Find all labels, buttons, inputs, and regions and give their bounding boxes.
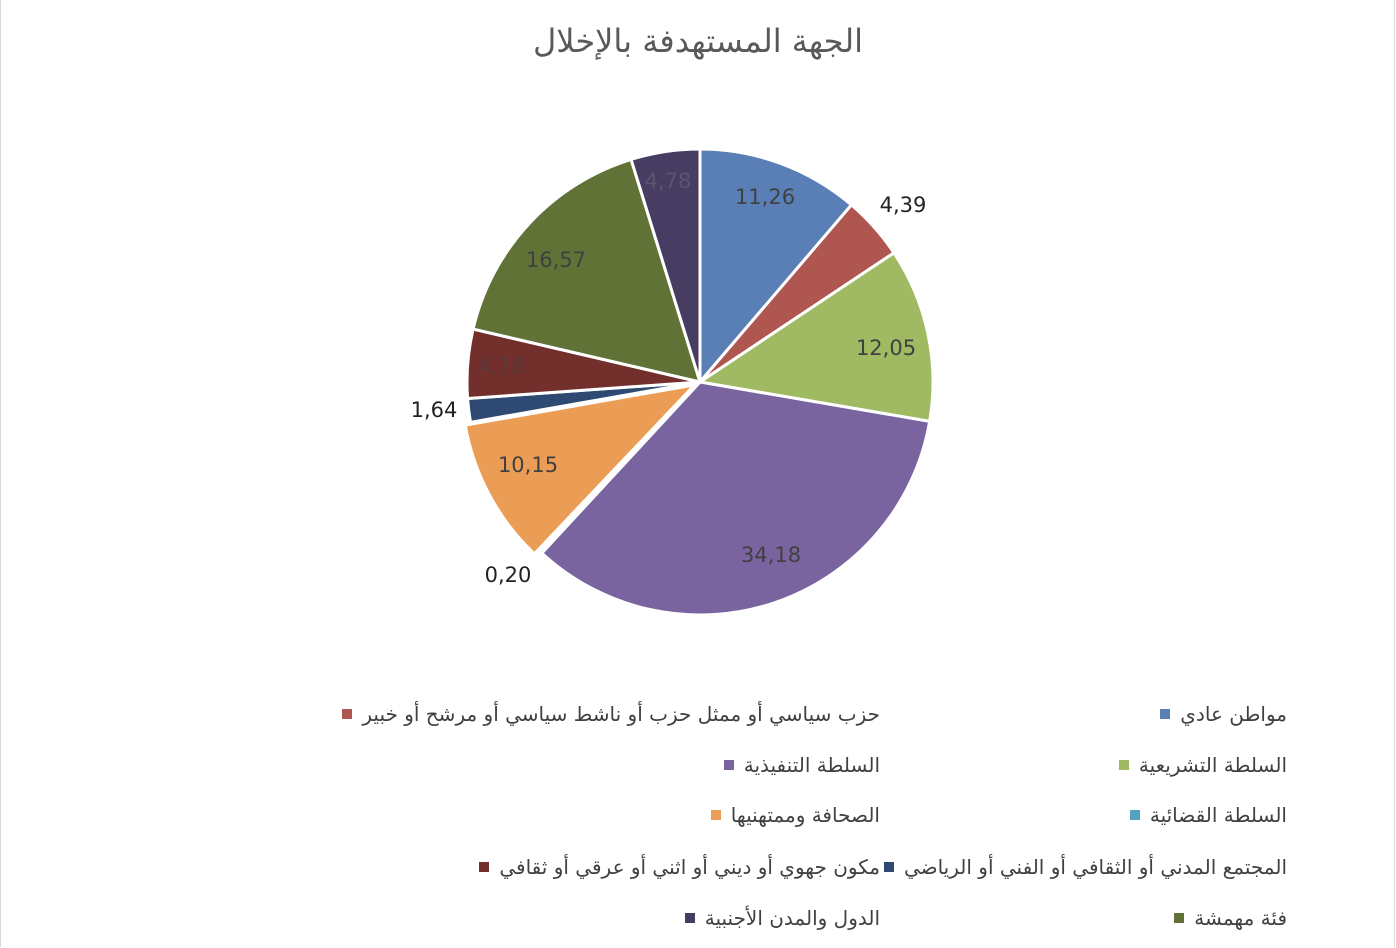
legend-swatch [1160, 709, 1171, 719]
legend-label: السلطة القضائية [1149, 803, 1287, 827]
data-label: 4,39 [880, 193, 927, 217]
legend-item: الصحافة وممتهنيها [710, 803, 880, 827]
pie-slice [463, 383, 697, 556]
data-label: 11,26 [735, 185, 795, 209]
legend-swatch [479, 862, 490, 872]
data-label: 4,78 [645, 169, 692, 193]
legend-label: فئة مهمشة [1194, 906, 1287, 930]
data-label: 16,57 [526, 248, 586, 272]
pie-slice [629, 147, 702, 384]
pie-slice [698, 251, 935, 423]
legend-swatch [1174, 913, 1185, 923]
legend-label: المجتمع المدني أو الثقافي أو الفني أو ال… [903, 855, 1287, 879]
data-label: 1,64 [411, 398, 458, 422]
legend-item: الدول والمدن الأجنبية [684, 906, 880, 930]
legend-label: السلطة التنفيذية [743, 753, 880, 777]
pie-chart: 11,26 4,39 12,05 34,18 0,20 10,15 1,64 4,78 16,5… [411, 147, 935, 617]
legend-swatch [342, 709, 353, 719]
legend-item: السلطة التشريعية [1118, 753, 1287, 777]
pie-slice [698, 147, 853, 384]
legend-swatch [710, 810, 721, 820]
pie-slice [540, 380, 932, 617]
data-label: 0,20 [485, 563, 532, 587]
legend-swatch [684, 913, 695, 923]
legend-item: المجتمع المدني أو الثقافي أو الفني أو ال… [883, 855, 1287, 879]
legend-label: حزب سياسي أو ممثل حزب أو ناشط سياسي أو م… [362, 702, 880, 726]
legend-swatch [723, 760, 734, 770]
legend-swatch [1129, 810, 1140, 820]
legend-item: فئة مهمشة [1174, 906, 1287, 930]
data-label: 34,18 [741, 543, 801, 567]
data-label: 4,78 [478, 354, 525, 378]
legend-label: مواطن عادي [1180, 702, 1287, 726]
legend-item: مكون جهوي أو ديني أو اثني أو عرقي أو ثقا… [479, 855, 880, 879]
chart-title: الجهة المستهدفة بالإخلال [533, 22, 863, 60]
legend-swatch [883, 862, 894, 872]
legend-label: الصحافة وممتهنيها [730, 803, 880, 827]
legend-label: مكون جهوي أو ديني أو اثني أو عرقي أو ثقا… [499, 855, 880, 879]
pie-slice [538, 380, 702, 555]
legend-item: السلطة القضائية [1129, 803, 1287, 827]
pie-slice [471, 157, 702, 384]
legend-label: الدول والمدن الأجنبية [704, 906, 880, 930]
legend-item: حزب سياسي أو ممثل حزب أو ناشط سياسي أو م… [342, 702, 880, 726]
legend-label: السلطة التشريعية [1138, 753, 1287, 777]
data-label: 10,15 [498, 453, 558, 477]
legend-item: مواطن عادي [1160, 702, 1287, 726]
data-label: 12,05 [856, 336, 916, 360]
legend-item: السلطة التنفيذية [723, 753, 880, 777]
legend-swatch [1118, 760, 1129, 770]
